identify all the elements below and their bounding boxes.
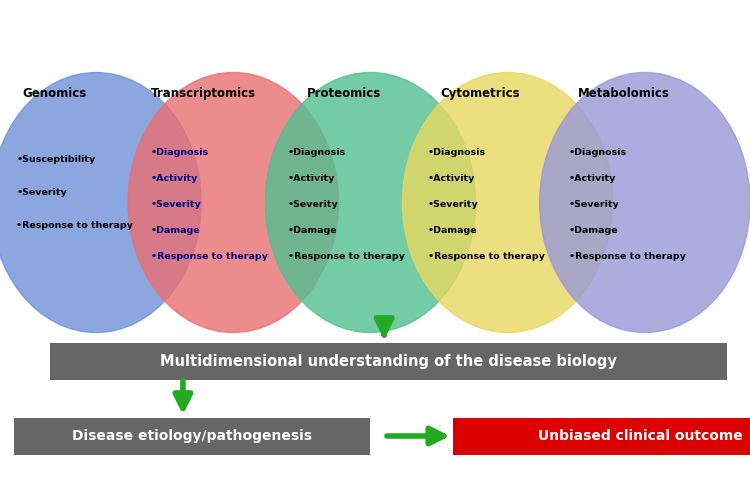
Text: Genomics: Genomics xyxy=(22,87,87,100)
Text: •Damage: •Damage xyxy=(569,226,619,235)
Text: Cytometrics: Cytometrics xyxy=(441,87,520,100)
Text: •Response to therapy: •Response to therapy xyxy=(569,252,686,261)
Ellipse shape xyxy=(403,72,613,332)
Text: •Damage: •Damage xyxy=(428,226,478,235)
Text: •Response to therapy: •Response to therapy xyxy=(288,252,405,261)
Text: •Response to therapy: •Response to therapy xyxy=(16,220,134,230)
Text: •Severity: •Severity xyxy=(428,200,478,209)
Text: •Diagnosis: •Diagnosis xyxy=(428,148,486,157)
FancyBboxPatch shape xyxy=(50,342,728,380)
Text: Metabolomics: Metabolomics xyxy=(578,87,670,100)
Text: •Response to therapy: •Response to therapy xyxy=(428,252,545,261)
Text: Multidimensional understanding of the disease biology: Multidimensional understanding of the di… xyxy=(160,354,617,369)
Text: •Susceptibility: •Susceptibility xyxy=(16,156,96,164)
Ellipse shape xyxy=(540,72,750,332)
Ellipse shape xyxy=(266,72,476,332)
Text: •Diagnosis: •Diagnosis xyxy=(151,148,209,157)
Text: Disease etiology/pathogenesis: Disease etiology/pathogenesis xyxy=(72,429,312,443)
Text: •Diagnosis: •Diagnosis xyxy=(288,148,346,157)
FancyBboxPatch shape xyxy=(453,418,750,455)
Ellipse shape xyxy=(128,72,338,332)
Text: •Severity: •Severity xyxy=(569,200,620,209)
Ellipse shape xyxy=(0,72,201,332)
Text: Proteomics: Proteomics xyxy=(307,87,381,100)
Text: Unbiased clinical outcome: Unbiased clinical outcome xyxy=(538,429,742,443)
Text: •Damage: •Damage xyxy=(151,226,200,235)
Text: •Activity: •Activity xyxy=(151,174,198,183)
Text: •Activity: •Activity xyxy=(428,174,476,183)
Text: •Diagnosis: •Diagnosis xyxy=(569,148,627,157)
FancyBboxPatch shape xyxy=(13,418,370,455)
Text: •Activity: •Activity xyxy=(569,174,616,183)
Text: •Damage: •Damage xyxy=(288,226,338,235)
Text: •Severity: •Severity xyxy=(16,188,68,197)
Text: •Activity: •Activity xyxy=(288,174,335,183)
Text: •Severity: •Severity xyxy=(151,200,202,209)
Text: Transcriptomics: Transcriptomics xyxy=(151,87,256,100)
Text: •Severity: •Severity xyxy=(288,200,339,209)
Text: •Response to therapy: •Response to therapy xyxy=(151,252,268,261)
